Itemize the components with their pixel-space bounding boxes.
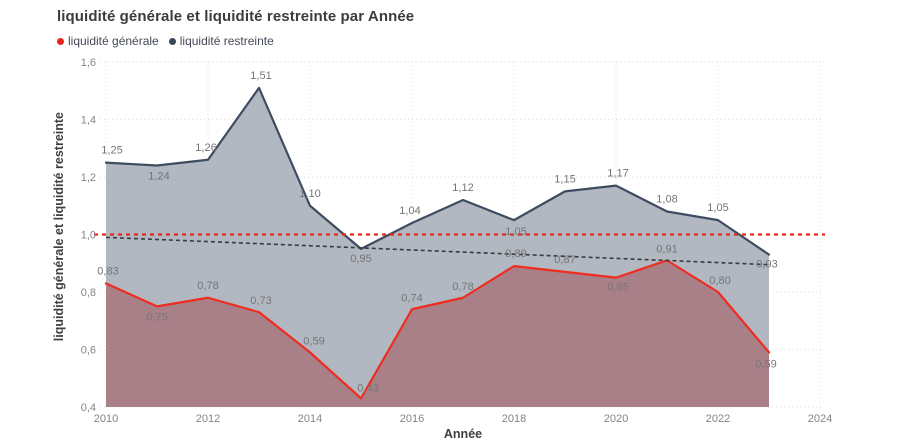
svg-text:2014: 2014 [298,413,322,425]
svg-text:0,93: 0,93 [756,259,777,271]
svg-text:2012: 2012 [196,413,220,425]
svg-text:1,24: 1,24 [148,171,169,183]
svg-text:0,59: 0,59 [303,335,324,347]
svg-text:1,26: 1,26 [195,142,216,154]
svg-text:2022: 2022 [706,413,730,425]
data-labels: 0,83 0,75 0,78 0,73 0,59 0,43 0,74 0,78 0,89 0,87… [97,70,777,395]
legend-marker-icon [57,37,64,45]
svg-text:0,89: 0,89 [505,248,526,260]
svg-text:0,6: 0,6 [81,345,96,357]
x-axis-title: Année [443,427,483,441]
svg-text:2020: 2020 [604,413,628,425]
svg-text:1,12: 1,12 [452,182,473,194]
legend-marker-icon [168,37,176,45]
svg-text:0,78: 0,78 [197,280,218,292]
svg-text:1,05: 1,05 [707,202,728,214]
svg-text:0,83: 0,83 [97,265,118,277]
area-0 [106,260,769,407]
svg-text:1,05: 1,05 [505,226,526,238]
legend-item-label: liquidité restreinte [179,34,274,48]
svg-text:1,15: 1,15 [554,173,575,185]
svg-text:0,4: 0,4 [81,402,96,414]
svg-text:0,59: 0,59 [755,358,776,370]
svg-text:0,87: 0,87 [554,254,575,266]
line-0[interactable] [104,259,771,400]
svg-text:1,25: 1,25 [101,145,122,157]
svg-text:0,43: 0,43 [357,382,378,394]
legend-item-liquidite-restreinte[interactable]: liquidité restreinte [168,34,274,48]
x-axis-ticks: 2010 2012 2014 2016 2018 2020 2022 2024 [94,413,832,425]
svg-text:0,75: 0,75 [146,311,167,323]
svg-text:0,95: 0,95 [350,253,371,265]
svg-text:1,08: 1,08 [656,194,677,206]
svg-text:2018: 2018 [502,413,526,425]
legend-item-liquidite-generale[interactable]: liquidité générale [57,34,159,48]
svg-text:0,91: 0,91 [656,243,677,255]
y-axis-ticks: 0,4 0,6 0,8 1,0 1,2 1,4 1,6 [81,57,96,414]
svg-text:0,74: 0,74 [401,292,422,304]
svg-text:1,51: 1,51 [250,70,271,82]
svg-text:0,85: 0,85 [607,282,628,294]
svg-text:0,80: 0,80 [709,275,730,287]
line-1[interactable] [104,86,771,256]
svg-text:1,0: 1,0 [81,230,96,242]
svg-text:0,78: 0,78 [452,281,473,293]
svg-text:2024: 2024 [808,413,832,425]
svg-text:1,4: 1,4 [81,115,96,127]
svg-text:0,73: 0,73 [250,295,271,307]
svg-text:1,10: 1,10 [299,188,320,200]
svg-text:1,6: 1,6 [81,57,96,69]
legend: liquidité générale liquidité restreinte [57,34,274,48]
chart-title: liquidité générale et liquidité restrein… [57,8,415,25]
svg-text:1,2: 1,2 [81,172,96,184]
trend-line [105,236,770,266]
svg-text:2010: 2010 [94,413,118,425]
svg-text:1,04: 1,04 [399,205,420,217]
svg-text:1,17: 1,17 [607,168,628,180]
svg-text:2016: 2016 [400,413,424,425]
svg-text:0,8: 0,8 [81,287,96,299]
legend-item-label: liquidité générale [68,34,159,48]
